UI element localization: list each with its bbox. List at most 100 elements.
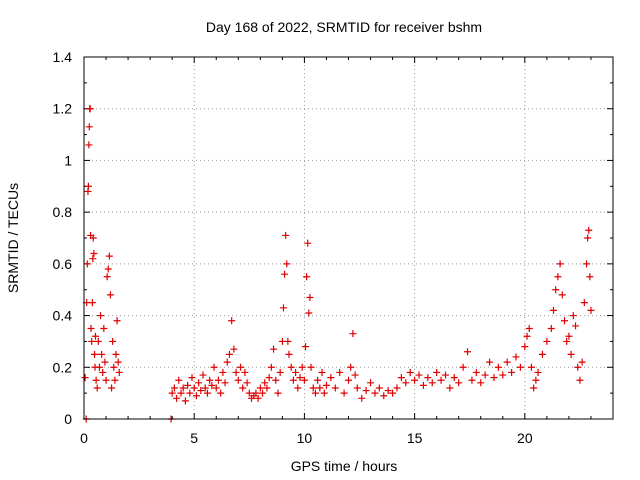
data-point: [184, 381, 192, 389]
data-point: [525, 325, 533, 332]
data-point: [102, 376, 110, 384]
data-point: [289, 376, 297, 384]
data-point: [93, 384, 101, 392]
data-point: [190, 384, 198, 392]
data-point: [305, 309, 313, 317]
data-point: [181, 397, 189, 405]
data-point: [112, 350, 120, 358]
data-point: [543, 337, 551, 345]
data-point: [254, 394, 262, 402]
data-point: [472, 368, 480, 376]
data-point: [446, 384, 454, 392]
data-points: [81, 105, 595, 423]
data-point: [547, 325, 555, 332]
data-point: [468, 376, 476, 384]
data-point: [84, 182, 92, 190]
data-point: [565, 332, 573, 340]
data-point: [358, 394, 366, 402]
data-point: [490, 374, 498, 382]
data-point: [100, 325, 108, 332]
y-tick-label: 1.2: [53, 101, 73, 117]
data-point: [265, 374, 273, 382]
data-point: [170, 384, 178, 392]
data-point: [261, 379, 269, 387]
data-point: [320, 389, 328, 397]
data-point: [282, 231, 290, 239]
data-point: [87, 325, 95, 332]
data-point: [306, 293, 314, 301]
data-point: [241, 368, 249, 376]
data-point: [302, 343, 310, 351]
data-point: [208, 381, 216, 389]
y-tick-label: 1: [64, 152, 72, 168]
data-point: [111, 376, 119, 384]
data-point: [234, 376, 242, 384]
data-point: [331, 384, 339, 392]
data-point: [101, 358, 109, 366]
data-point: [285, 350, 293, 358]
data-point: [89, 234, 97, 242]
data-point: [263, 384, 271, 392]
data-point: [239, 384, 247, 392]
data-point: [304, 239, 312, 247]
data-point: [347, 363, 355, 371]
data-point: [578, 358, 586, 366]
data-point: [561, 317, 569, 325]
data-point: [298, 363, 306, 371]
data-point: [503, 358, 511, 366]
data-point: [103, 273, 111, 281]
data-point: [558, 291, 566, 299]
data-point: [206, 376, 214, 384]
data-point: [345, 376, 352, 384]
data-point: [256, 384, 264, 392]
data-point: [294, 384, 302, 392]
data-point: [450, 374, 458, 382]
data-point: [556, 260, 564, 268]
data-point: [574, 363, 582, 371]
data-point: [538, 350, 546, 358]
y-tick-label: 0.4: [53, 308, 73, 324]
y-tick-label: 1.4: [53, 49, 73, 65]
data-point: [384, 387, 392, 395]
data-point: [168, 389, 176, 397]
data-point: [336, 368, 344, 376]
data-point: [585, 226, 593, 234]
y-tick-label: 0: [64, 411, 72, 427]
data-point: [569, 312, 577, 320]
grid-lines: [84, 57, 613, 419]
data-point: [173, 394, 181, 402]
data-point: [389, 389, 397, 397]
data-point: [199, 371, 207, 379]
data-point: [114, 358, 122, 366]
data-point: [287, 363, 295, 371]
data-point: [580, 299, 588, 307]
data-point: [508, 368, 516, 376]
data-point: [587, 306, 595, 314]
data-point: [175, 376, 183, 384]
data-point: [494, 363, 502, 371]
data-point: [105, 252, 113, 260]
data-point: [91, 332, 99, 340]
data-point: [583, 260, 591, 268]
data-point: [228, 317, 236, 325]
data-point: [309, 384, 317, 392]
data-point: [186, 389, 194, 397]
data-point: [283, 260, 291, 268]
data-point: [521, 343, 529, 351]
data-point: [281, 270, 289, 278]
data-point: [210, 363, 218, 371]
data-point: [584, 234, 592, 242]
data-point: [267, 363, 275, 371]
data-point: [316, 384, 324, 392]
data-point: [99, 368, 107, 376]
data-point: [272, 376, 280, 384]
data-point: [296, 374, 304, 382]
data-point: [236, 363, 244, 371]
data-point: [311, 389, 319, 397]
data-point: [203, 389, 211, 397]
data-point: [106, 291, 114, 299]
data-point: [92, 376, 100, 384]
data-point: [89, 255, 97, 263]
data-point: [243, 379, 251, 387]
data-point: [428, 379, 436, 387]
